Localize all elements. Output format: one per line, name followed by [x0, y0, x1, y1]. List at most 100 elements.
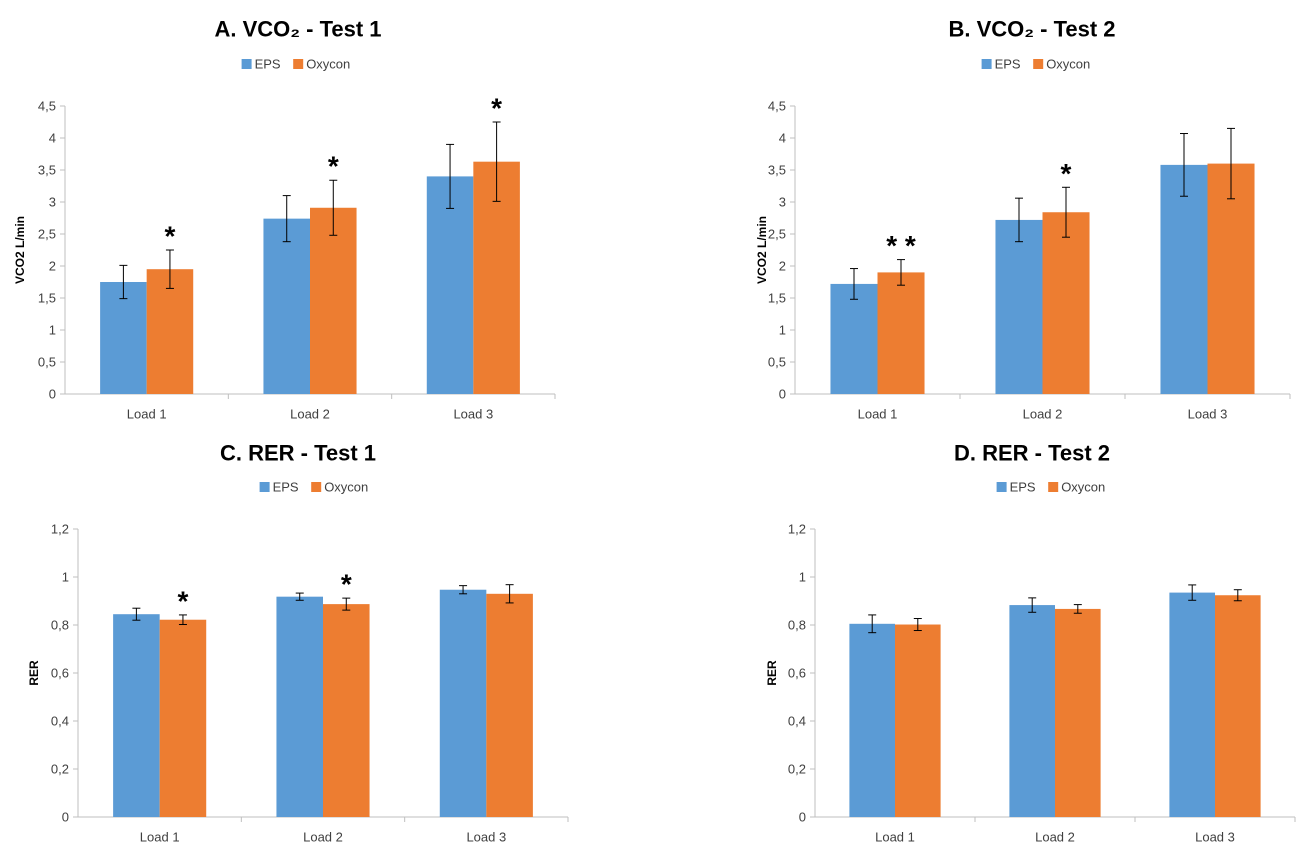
bar-eps-load-2: [995, 219, 1043, 394]
significance-marker: * *: [886, 230, 916, 261]
legend-swatch-eps: [259, 482, 270, 492]
chart-panel-b: B. VCO₂ - Test 2 EPS Oxycon VCO2 L/min 0 0,5 1…: [755, 17, 1291, 422]
y-tick-label: 3: [49, 195, 56, 210]
y-tick-label: 0,2: [51, 762, 69, 777]
x-tick-label: Load 2: [1023, 407, 1063, 422]
legend-swatch-oxycon: [293, 59, 304, 69]
significance-marker: *: [164, 221, 175, 252]
bar-oxycon-load-1: [159, 619, 207, 817]
x-tick-label: Load 1: [127, 407, 167, 422]
y-tick-label: 4,5: [768, 99, 786, 114]
bar-eps-load-3: [439, 589, 487, 817]
y-tick-label: 3,5: [38, 163, 56, 178]
bar-oxycon-load-1: [895, 624, 941, 817]
legend: EPS Oxycon: [259, 480, 368, 495]
bar-oxycon-load-3: [1215, 595, 1261, 817]
x-tick-label: Load 2: [1035, 830, 1075, 845]
legend-label-eps: EPS: [995, 57, 1021, 72]
y-tick-label: 1,5: [38, 291, 56, 306]
x-tick-label: Load 1: [875, 830, 915, 845]
y-tick-label: 0,5: [38, 355, 56, 370]
y-axis-label: RER: [765, 660, 779, 686]
y-tick-label: 0,2: [788, 762, 806, 777]
legend-swatch-oxycon: [311, 482, 322, 492]
y-tick-label: 1,2: [788, 522, 806, 537]
y-tick-label: 0,6: [51, 666, 69, 681]
y-tick-label: 4: [779, 131, 786, 146]
bar-oxycon-load-3: [1207, 163, 1255, 394]
significance-marker: *: [177, 585, 188, 616]
y-tick-label: 0: [62, 810, 69, 825]
significance-marker: *: [1061, 158, 1072, 189]
y-tick-label: 1,2: [51, 522, 69, 537]
legend-label-oxycon: Oxycon: [324, 480, 368, 495]
bar-eps-load-2: [1009, 605, 1055, 817]
x-tick-label: Load 2: [303, 830, 343, 845]
legend-swatch-oxycon: [1048, 482, 1059, 492]
chart-panel-a: A. VCO₂ - Test 1 EPS Oxycon VCO2 L/min 0 0,5 1…: [13, 17, 556, 422]
y-tick-label: 1: [49, 323, 56, 338]
y-tick-label: 2,5: [768, 227, 786, 242]
significance-marker: *: [341, 569, 352, 600]
bar-eps-load-3: [1160, 164, 1208, 394]
bar-oxycon-load-2: [1055, 608, 1101, 817]
y-tick-label: 4,5: [38, 99, 56, 114]
x-tick-label: Load 1: [858, 407, 898, 422]
legend-label-oxycon: Oxycon: [1061, 480, 1105, 495]
chart-title: A. VCO₂ - Test 1: [214, 17, 381, 42]
y-tick-label: 2: [49, 259, 56, 274]
y-axis-label: RER: [27, 660, 41, 686]
bar-eps-load-1: [113, 614, 160, 817]
legend: EPS Oxycon: [996, 480, 1105, 495]
legend-label-oxycon: Oxycon: [1046, 57, 1090, 72]
y-axis-label: VCO2 L/min: [13, 216, 27, 284]
legend-swatch-eps: [981, 59, 992, 69]
bar-eps-load-1: [100, 282, 147, 394]
significance-marker: *: [491, 93, 502, 124]
x-tick-label: Load 1: [140, 830, 180, 845]
y-tick-label: 2: [779, 259, 786, 274]
chart-title: C. RER - Test 1: [220, 441, 376, 466]
bar-oxycon-load-2: [323, 604, 370, 817]
legend-label-oxycon: Oxycon: [306, 57, 350, 72]
x-tick-label: Load 2: [290, 407, 330, 422]
bar-eps-load-3: [426, 176, 474, 394]
bar-oxycon-load-2: [1042, 212, 1090, 394]
legend: EPS Oxycon: [981, 57, 1090, 72]
y-tick-label: 0,4: [788, 714, 806, 729]
x-tick-label: Load 3: [1195, 830, 1235, 845]
bar-oxycon-load-3: [486, 593, 533, 817]
bar-oxycon-load-2: [310, 207, 357, 394]
x-tick-label: Load 3: [466, 830, 506, 845]
y-tick-label: 1: [779, 323, 786, 338]
x-tick-label: Load 3: [453, 407, 493, 422]
y-tick-label: 0,5: [768, 355, 786, 370]
bar-oxycon-load-1: [146, 269, 194, 394]
legend-label-eps: EPS: [1010, 480, 1036, 495]
bar-eps-load-1: [830, 283, 878, 394]
bar-eps-load-1: [849, 623, 895, 817]
y-tick-label: 1: [799, 570, 806, 585]
y-axis-label: VCO2 L/min: [755, 216, 769, 284]
x-tick-label: Load 3: [1188, 407, 1228, 422]
y-tick-label: 4: [49, 131, 56, 146]
bar-eps-load-3: [1169, 592, 1215, 817]
bar-eps-load-2: [276, 596, 323, 817]
chart-panel-c: C. RER - Test 1 EPS Oxycon RER 0 0,2 0,4 0,6 0,8…: [27, 441, 569, 845]
y-tick-label: 3,5: [768, 163, 786, 178]
chart-title: D. RER - Test 2: [954, 441, 1110, 466]
y-tick-label: 1: [62, 570, 69, 585]
bar-eps-load-2: [263, 218, 310, 394]
legend-label-eps: EPS: [255, 57, 281, 72]
bar-oxycon-load-1: [877, 272, 925, 394]
y-tick-label: 0,8: [788, 618, 806, 633]
y-tick-label: 0,6: [788, 666, 806, 681]
legend: EPS Oxycon: [241, 57, 350, 72]
y-tick-label: 0,8: [51, 618, 69, 633]
chart-panel-d: D. RER - Test 2 EPS Oxycon RER 0 0,2 0,4 0,6 0,8…: [765, 441, 1296, 845]
legend-swatch-eps: [996, 482, 1007, 492]
legend-swatch-oxycon: [1033, 59, 1044, 69]
significance-marker: *: [328, 151, 339, 182]
y-tick-label: 0: [779, 387, 786, 402]
y-tick-label: 0: [799, 810, 806, 825]
